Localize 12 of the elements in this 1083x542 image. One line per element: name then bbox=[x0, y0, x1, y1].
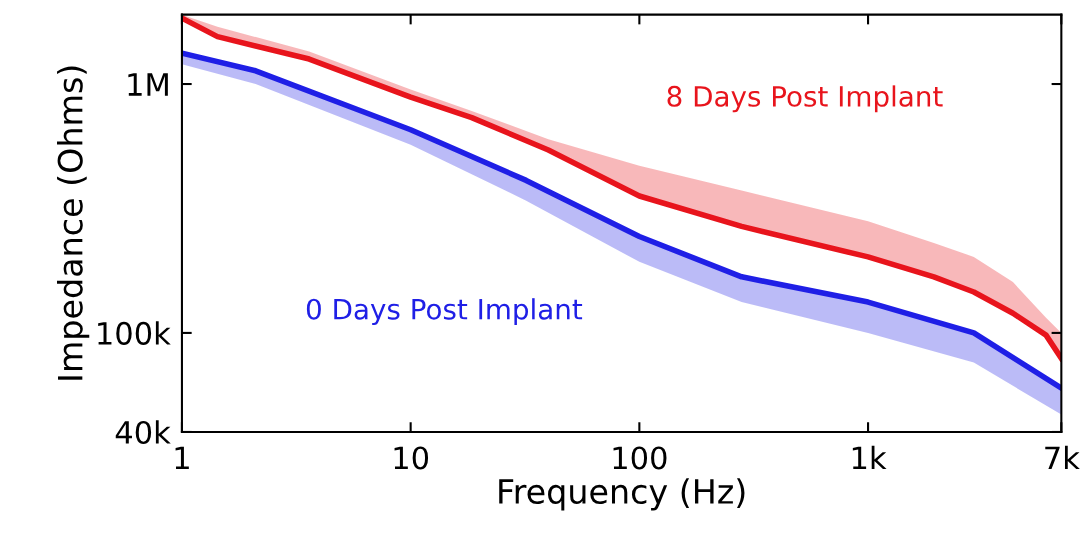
x-tick-label: 1k bbox=[852, 445, 887, 470]
y-tick-label: 100k bbox=[98, 321, 171, 345]
y-axis-title: Impedance (Ohms) bbox=[57, 66, 90, 380]
text: 8 Days Post Implant bbox=[667, 85, 943, 113]
x-axis-title: Frequency (Hz) bbox=[499, 478, 745, 511]
x-tick-label: 10 bbox=[394, 446, 429, 470]
x-tick-label: 7k bbox=[1045, 445, 1080, 470]
x-tick-label: 1 bbox=[175, 446, 189, 470]
y-tick-label: 1M bbox=[128, 73, 168, 96]
text: 0 Days Post Implant bbox=[306, 298, 583, 326]
y-tick-label: 40k bbox=[115, 420, 171, 445]
x-tick-label: 100 bbox=[613, 446, 667, 470]
